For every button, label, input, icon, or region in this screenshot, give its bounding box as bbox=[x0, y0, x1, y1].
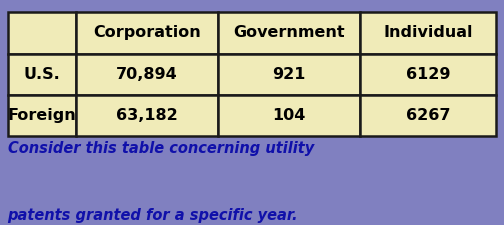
Bar bbox=[76, 54, 218, 95]
Text: 6129: 6129 bbox=[406, 67, 450, 82]
Text: Government: Government bbox=[233, 25, 344, 40]
Text: Corporation: Corporation bbox=[93, 25, 201, 40]
Text: 104: 104 bbox=[272, 108, 305, 123]
Bar bbox=[218, 54, 359, 95]
Bar bbox=[8, 12, 76, 54]
Bar bbox=[359, 12, 496, 54]
Text: 70,894: 70,894 bbox=[116, 67, 178, 82]
Bar bbox=[359, 54, 496, 95]
Text: patents granted for a specific year.: patents granted for a specific year. bbox=[8, 208, 298, 223]
Text: Consider this table concerning utility: Consider this table concerning utility bbox=[8, 141, 314, 156]
Bar bbox=[8, 54, 76, 95]
Text: Individual: Individual bbox=[383, 25, 473, 40]
Text: 6267: 6267 bbox=[406, 108, 450, 123]
Bar bbox=[8, 95, 76, 136]
Bar bbox=[359, 95, 496, 136]
Bar bbox=[218, 95, 359, 136]
Text: Foreign: Foreign bbox=[8, 108, 76, 123]
Text: U.S.: U.S. bbox=[23, 67, 60, 82]
Bar bbox=[76, 95, 218, 136]
Bar bbox=[218, 12, 359, 54]
Text: 921: 921 bbox=[272, 67, 305, 82]
Text: 63,182: 63,182 bbox=[116, 108, 178, 123]
Bar bbox=[76, 12, 218, 54]
